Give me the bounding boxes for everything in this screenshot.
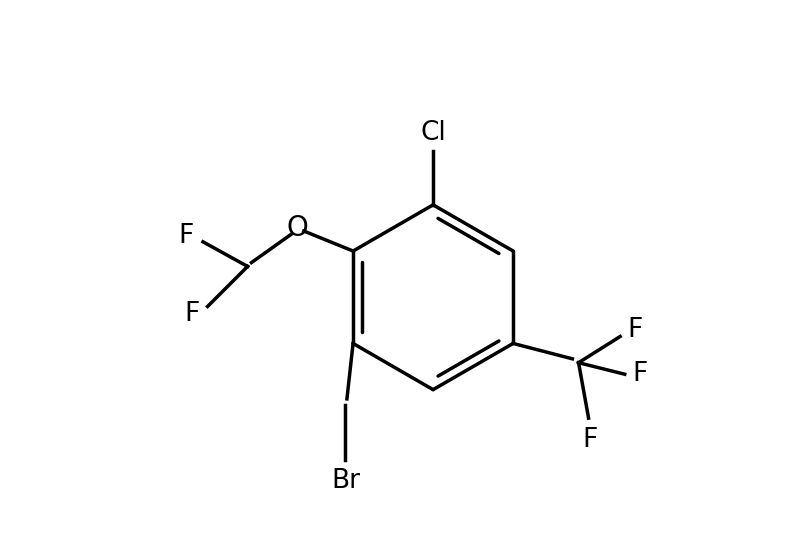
Text: Br: Br [331, 468, 360, 494]
Text: F: F [178, 222, 194, 248]
Text: F: F [633, 361, 648, 388]
Text: O: O [286, 214, 309, 242]
Text: F: F [185, 301, 200, 327]
Text: F: F [582, 427, 598, 453]
Text: F: F [628, 317, 643, 343]
Text: Cl: Cl [420, 120, 446, 146]
